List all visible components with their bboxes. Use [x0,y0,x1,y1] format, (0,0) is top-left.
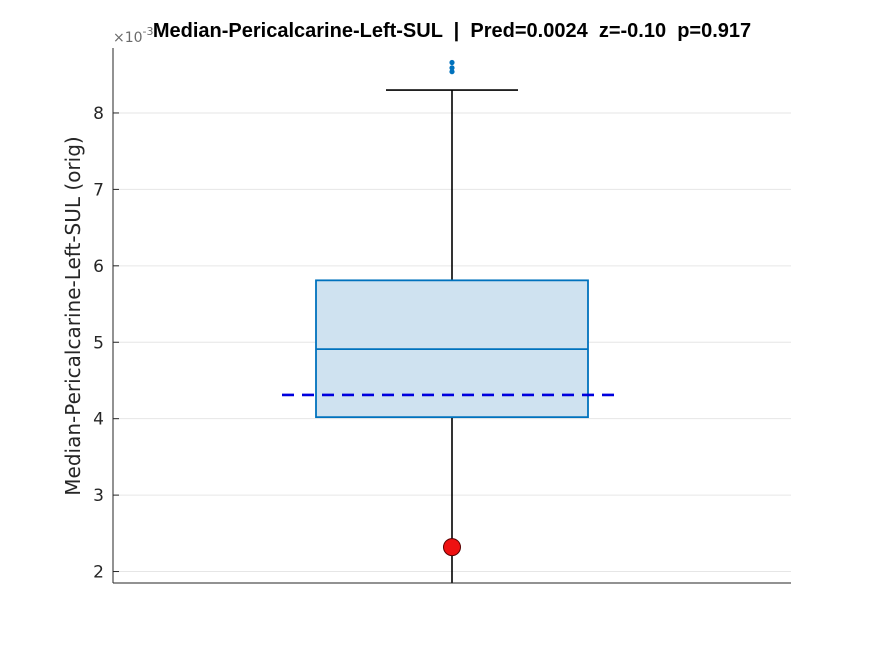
y-tick-labels: 2 3 4 5 6 7 8 [93,104,104,583]
chart-title: Median-Pericalcarine-Left-SUL | Pred=0.0… [153,20,751,42]
outlier-point [449,59,455,66]
y-axis-label: Median-Pericalcarine-Left-SUL (orig) [61,136,85,495]
y-tick-label: 6 [93,257,104,277]
outlier-point [449,69,455,75]
y-tick-label: 5 [93,333,104,353]
box-group [282,59,622,583]
y-tick-label: 7 [93,180,104,200]
axes [112,48,791,584]
prediction-marker [443,538,461,557]
outlier-point [449,65,455,71]
y-tick-label: 8 [93,104,104,124]
y-tick-label: 3 [93,486,104,506]
y-tick-label: 2 [93,563,104,583]
y-tick-label: 4 [93,410,104,430]
y-exponent-label: ×10-3 [113,25,154,46]
